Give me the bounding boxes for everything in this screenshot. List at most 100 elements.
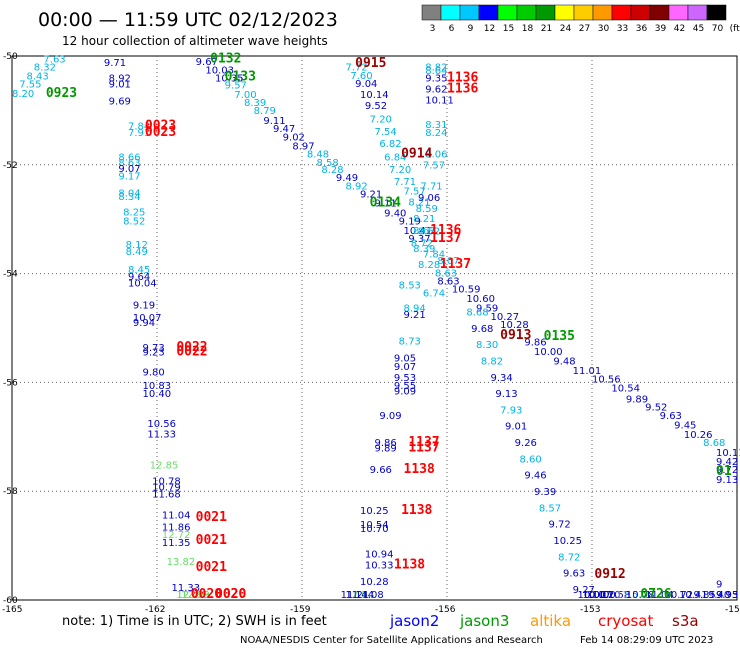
- wave-height-label: 10.72: [665, 590, 694, 601]
- y-tick-label: -54: [3, 270, 18, 280]
- wave-height-label: 10.59: [452, 285, 481, 296]
- wave-height-label: 8.28: [321, 165, 343, 176]
- satellite-jason3: jason3: [459, 612, 509, 630]
- pass-time-label: 0021: [196, 533, 227, 548]
- pass-time-label: 0726: [640, 587, 671, 602]
- legend-swatch: [706, 4, 727, 21]
- x-tick-label: -165: [2, 605, 22, 615]
- wave-height-label: 9.64: [128, 272, 150, 283]
- legend-swatch: [687, 4, 708, 21]
- legend-swatch: [573, 4, 594, 21]
- wave-height-label: 8.97: [292, 142, 314, 153]
- pass-time-label: 0923: [46, 86, 77, 101]
- wave-height-label: 10.28: [500, 320, 529, 331]
- chart-title: 00:00 — 11:59 UTC 02/12/2023: [38, 9, 338, 31]
- wave-height-label: 10.94: [365, 550, 394, 561]
- wave-height-label: 8.92: [109, 74, 131, 85]
- wave-height-label: 9.86: [524, 337, 546, 348]
- wave-height-label: 8.06: [425, 150, 447, 161]
- legend-swatch: [649, 4, 670, 21]
- wave-height-label: 9.05: [394, 354, 416, 365]
- wave-height-label: 8.67: [413, 226, 435, 237]
- wave-height-label: 9.86: [375, 438, 397, 449]
- pass-time-label: 0913: [500, 328, 531, 343]
- legend-label: 15: [503, 24, 514, 34]
- pass-time-label: 0132: [210, 52, 241, 67]
- wave-height-label: 6.74: [423, 288, 445, 299]
- wave-height-label: 7.91: [128, 128, 150, 139]
- wave-height-label: 9.17: [118, 171, 140, 182]
- legend-label: 36: [636, 24, 648, 34]
- wave-height-label: 7.72: [346, 63, 368, 74]
- wave-height-label: 7.93: [500, 405, 522, 416]
- wave-height-label: 9.11: [263, 116, 285, 127]
- wave-height-label: 9.89: [626, 395, 648, 406]
- wave-height-label: 8.21: [413, 214, 435, 225]
- wave-height-label: 8.53: [399, 280, 421, 291]
- pass-time-label: 1137: [440, 257, 471, 272]
- wave-height-label: 9.67: [196, 57, 218, 68]
- wave-height-label: 7.63: [43, 55, 65, 66]
- wave-height-label: 9.39: [534, 487, 556, 498]
- wave-height-label: 10.40: [143, 389, 172, 400]
- wave-height-label: 9.13: [495, 389, 517, 400]
- wave-height-label: 9.06: [418, 193, 440, 204]
- plot-area: -50-52-54-56-58-60-165 -162 -159 -156 -153 -1…: [2, 52, 740, 615]
- legend-swatch: [554, 4, 575, 21]
- pass-time-label: 0023: [145, 118, 176, 133]
- pass-time-label: 0020: [215, 587, 246, 602]
- wave-height-label: 7.20: [370, 114, 392, 125]
- wave-height-label: 10.35: [215, 74, 244, 85]
- wave-height-label: 10.78: [152, 477, 181, 488]
- wave-height-label: 10.04: [128, 279, 157, 290]
- wave-height-label: 9.02: [283, 132, 305, 143]
- wave-height-label: 9.11: [375, 199, 397, 210]
- wave-height-label: 10.11: [425, 95, 454, 106]
- footer-timestamp: Feb 14 08:29:09 UTC 2023: [580, 635, 713, 646]
- plot-frame: [11, 55, 738, 601]
- satellite-cryosat: cryosat: [598, 612, 653, 630]
- wave-height-label: 9.09: [379, 411, 401, 422]
- wave-height-label: 9.66: [370, 465, 392, 476]
- wave-height-label: 11.01: [573, 366, 602, 377]
- pass-time-label: 0020: [191, 587, 222, 602]
- wave-height-label: 9.52: [365, 101, 387, 112]
- wave-height-label: 9.53: [394, 373, 416, 384]
- wave-height-label: 9.47: [273, 124, 295, 135]
- wave-height-label: 10.11: [716, 448, 740, 459]
- wave-height-label: 9: [716, 579, 722, 590]
- wave-height-label: 7.71: [420, 181, 442, 192]
- wave-height-label: 8.45: [128, 265, 150, 276]
- wave-height-label: 9.07: [118, 164, 140, 175]
- wave-height-label: 9.19: [399, 217, 421, 228]
- legend-label: 21: [541, 24, 552, 34]
- wave-height-label: 9.46: [524, 471, 546, 482]
- legend-label: 24: [560, 24, 572, 34]
- pass-time-label: 0135: [544, 329, 575, 344]
- wave-height-label: 8.25: [123, 207, 145, 218]
- wave-height-label: 10.25: [360, 506, 389, 517]
- wave-height-label: 8.30: [476, 340, 498, 351]
- wave-height-label: 8.73: [399, 336, 421, 347]
- legend-label: 3: [430, 24, 436, 34]
- x-tick-label: -156: [435, 605, 456, 615]
- wave-height-label: 9.26: [515, 438, 537, 449]
- satellite-s3a: s3a: [672, 612, 699, 630]
- legend-swatch: [478, 4, 499, 21]
- wave-height-label: 11.33: [172, 583, 201, 594]
- axis-ticks: -50-52-54-56-58-60-165 -162 -159 -156 -153 -1…: [2, 52, 740, 615]
- wave-height-label: 11.04: [645, 590, 674, 601]
- wave-height-label: 11.33: [147, 429, 176, 440]
- wave-height-label: 9.57: [225, 81, 247, 92]
- wave-height-label: 12.77: [176, 590, 205, 601]
- pass-time-label: 1136: [447, 81, 478, 96]
- wave-height-label: 8.63: [118, 158, 140, 169]
- legend-label: 30: [598, 24, 610, 34]
- wave-height-label: 8.20: [12, 89, 34, 100]
- wave-height-label: 12.72: [162, 530, 191, 541]
- wave-height-label: 7.84: [128, 121, 150, 132]
- wave-height-label: 9.04: [355, 79, 377, 90]
- wave-height-label: 9.72: [549, 520, 571, 531]
- pass-time-label: 1136: [430, 223, 461, 238]
